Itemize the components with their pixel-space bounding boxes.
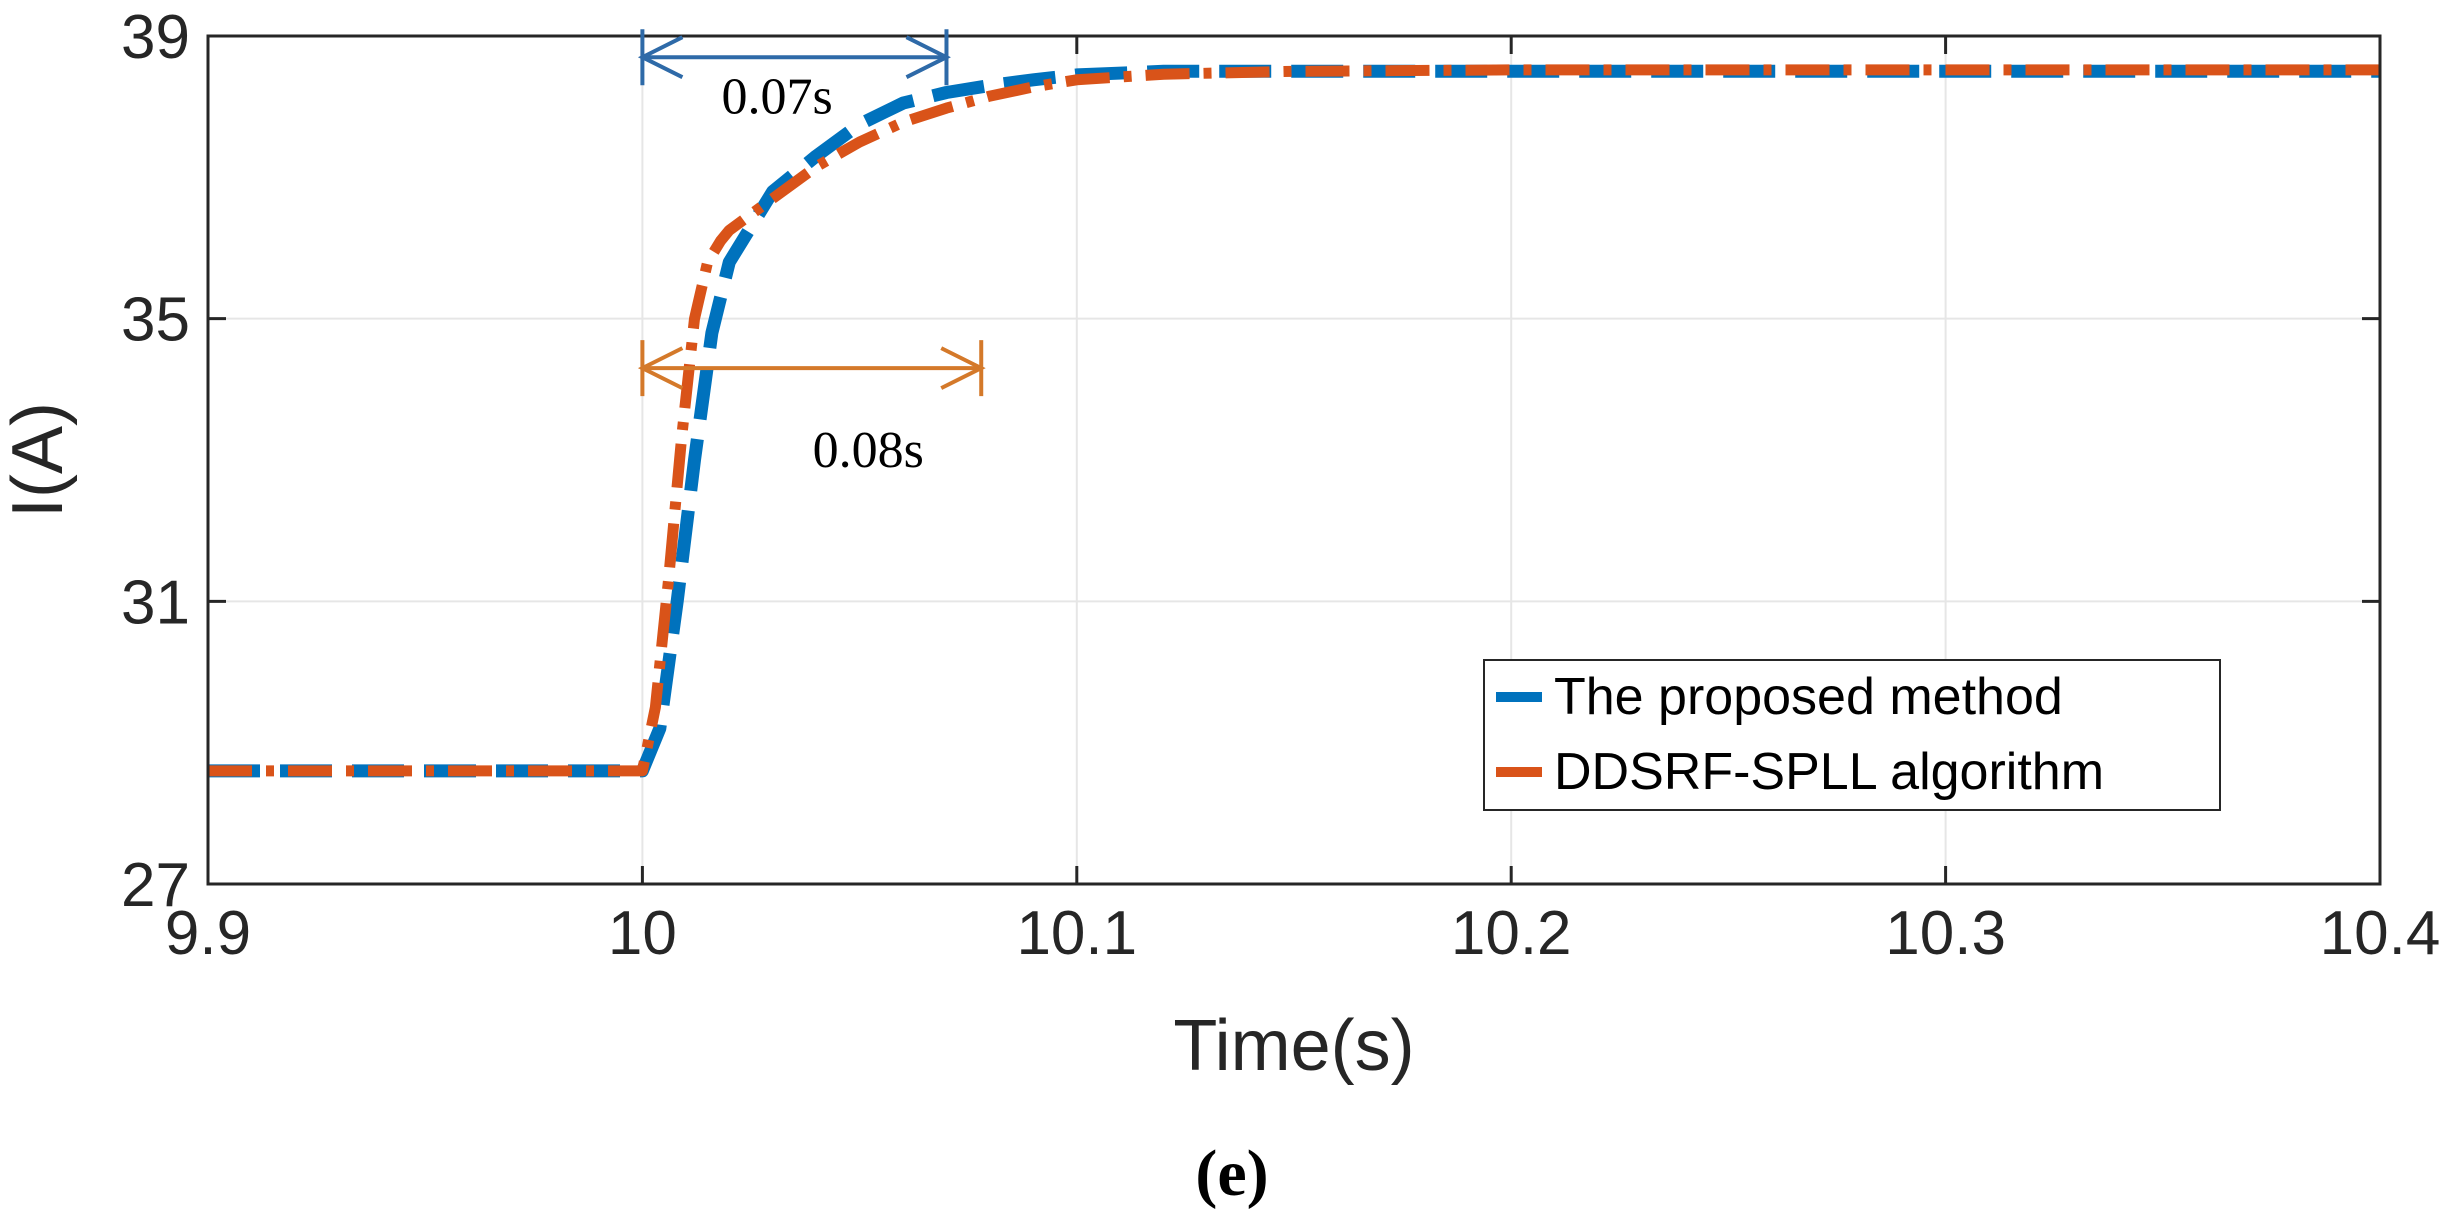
annotation-arrowhead-right [905,35,951,79]
axis-ticks: 9.9 10 10.1 10.2 10.3 10.4 27 31 35 39 [121,3,2440,968]
legend-label-ddsrf: DDSRF-SPLL algorithm [1554,743,2104,801]
y-tick-label: 35 [121,286,190,355]
legend: The proposed method DDSRF-SPLL algorithm [1483,659,2221,811]
y-tick-label: 39 [121,3,190,72]
duration-annotation-1: 0.07s [637,29,951,126]
x-axis-label: Time(s) [1173,1006,1414,1086]
legend-box [1483,659,2221,811]
x-tick-label: 10.4 [2320,899,2441,968]
x-tick-label: 10.3 [1885,899,2006,968]
x-tick-label: 9.9 [165,899,251,968]
x-tick-label: 10.2 [1451,899,1572,968]
legend-label-proposed: The proposed method [1554,668,2063,726]
annotation-label: 0.08s [813,422,924,479]
series-lines [208,64,2380,778]
x-tick-label: 10.1 [1016,899,1137,968]
annotation-label: 0.07s [721,69,832,126]
y-axis-label: I(A) [0,402,78,518]
annotation-arrowhead-right [940,346,986,390]
figure-caption: (e) [1195,1137,1268,1210]
plot-frame [206,34,2382,886]
grid-lines [208,36,2380,884]
annotations: 0.07s 0.08s [637,29,986,479]
y-tick-label: 27 [121,851,190,920]
annotation-arrowhead-left [637,35,684,79]
annotation-arrowhead-left [637,346,684,390]
y-tick-label: 31 [121,568,190,637]
series-line-ddsrf [208,64,2380,777]
duration-annotation-2: 0.08s [637,340,986,479]
x-tick-label: 10 [608,899,677,968]
